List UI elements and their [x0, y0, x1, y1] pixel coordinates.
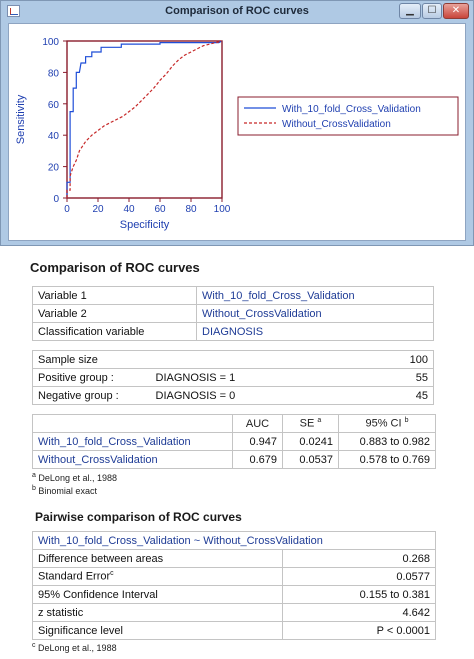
x-tick-label: 100 — [214, 204, 231, 215]
table-row: Classification variable DIAGNOSIS — [32, 322, 434, 341]
footnote-c: c DeLong et al., 1988 — [32, 642, 117, 653]
x-tick-label: 60 — [154, 204, 166, 215]
auc-row-name: With_10_fold_Cross_Validation — [32, 432, 233, 451]
sample-size-value: 100 — [364, 350, 434, 369]
classification-variable-label: Classification variable — [32, 322, 197, 341]
x-tick-label: 80 — [185, 204, 197, 215]
y-axis-label: Sensitivity — [15, 94, 27, 144]
variables-table: Variable 1 With_10_fold_Cross_Validation… — [32, 286, 434, 341]
confidence-interval-label: 95% Confidence Interval — [32, 585, 283, 604]
table-row: Significance level P < 0.0001 — [32, 621, 436, 640]
x-axis-label: Specificity — [120, 219, 170, 231]
table-row: Standard Errorc 0.0577 — [32, 567, 436, 586]
significance-level-label: Significance level — [32, 621, 283, 640]
auc-value: 0.947 — [232, 432, 283, 451]
positive-group-count: 55 — [364, 368, 434, 387]
negative-group-condition: DIAGNOSIS = 0 — [150, 386, 365, 405]
se-header: SE a — [282, 414, 339, 433]
legend-box — [237, 96, 459, 136]
minimize-button[interactable]: ▁ — [399, 3, 421, 19]
auc-value: 0.679 — [232, 450, 283, 469]
maximize-button[interactable]: ☐ — [422, 3, 442, 19]
pairwise-heading: Pairwise comparison of ROC curves — [35, 510, 242, 524]
ci-value: 0.578 to 0.769 — [338, 450, 436, 469]
variable-2-value: Without_CrossValidation — [196, 304, 434, 323]
ci-header: 95% CI b — [338, 414, 436, 433]
y-tick-label: 40 — [48, 131, 60, 142]
chart-app-icon — [7, 5, 20, 17]
table-row: With_10_fold_Cross_Validation 0.947 0.02… — [32, 432, 436, 451]
z-statistic-value: 4.642 — [282, 603, 436, 622]
difference-label: Difference between areas — [32, 549, 283, 568]
z-statistic-label: z statistic — [32, 603, 283, 622]
roc-curve-without-cv — [66, 40, 223, 198]
table-row: Sample size 100 — [31, 350, 434, 369]
table-row: z statistic 4.642 — [32, 603, 436, 622]
table-row: 95% Confidence Interval 0.155 to 0.381 — [32, 585, 436, 604]
y-tick-label: 20 — [48, 163, 60, 174]
standard-error-label: Standard Errorc — [32, 567, 283, 586]
table-row: Positive group : DIAGNOSIS = 1 55 — [32, 368, 434, 387]
sample-size-label: Sample size — [31, 350, 365, 369]
auc-table: AUC SE a 95% CI b With_10_fold_Cross_Val… — [32, 414, 436, 469]
title-bar[interactable]: Comparison of ROC curves ▁ ☐ ✕ — [1, 1, 473, 21]
negative-group-label: Negative group : — [32, 386, 151, 405]
table-row: Variable 2 Without_CrossValidation — [32, 304, 434, 323]
variable-1-value: With_10_fold_Cross_Validation — [196, 286, 434, 305]
y-tick-label: 60 — [48, 100, 60, 111]
positive-group-condition: DIAGNOSIS = 1 — [150, 368, 365, 387]
standard-error-value: 0.0577 — [282, 567, 436, 586]
ci-value: 0.883 to 0.982 — [338, 432, 436, 451]
y-tick-label: 80 — [48, 68, 60, 79]
table-header-row: AUC SE a 95% CI b — [32, 414, 436, 433]
significance-level-value: P < 0.0001 — [282, 621, 436, 640]
difference-value: 0.268 — [282, 549, 436, 568]
positive-group-label: Positive group : — [32, 368, 151, 387]
auc-header-blank — [32, 414, 233, 433]
auc-row-name: Without_CrossValidation — [32, 450, 233, 469]
legend-label: With_10_fold_Cross_Validation — [282, 104, 421, 115]
table-row: With_10_fold_Cross_Validation ~ Without_… — [32, 531, 436, 550]
sample-table: Sample size 100 Positive group : DIAGNOS… — [31, 350, 434, 405]
pairwise-title: With_10_fold_Cross_Validation ~ Without_… — [32, 531, 436, 550]
legend-label: Without_CrossValidation — [282, 119, 391, 130]
y-tick-label: 0 — [53, 194, 59, 205]
variable-1-label: Variable 1 — [32, 286, 197, 305]
table-row: Negative group : DIAGNOSIS = 0 45 — [32, 386, 434, 405]
roc-chart-window: Comparison of ROC curves ▁ ☐ ✕ 0 20 40 60 80… — [0, 0, 474, 246]
x-tick-label: 40 — [123, 204, 135, 215]
x-tick-label: 0 — [64, 204, 70, 215]
x-tick-label: 20 — [92, 204, 104, 215]
plot-panel: 0 20 40 60 80 100 0 20 40 60 80 100 Specificity Sensi… — [8, 23, 466, 241]
close-button[interactable]: ✕ — [443, 3, 469, 19]
variable-2-label: Variable 2 — [32, 304, 197, 323]
table-row: Variable 1 With_10_fold_Cross_Validation — [32, 286, 434, 305]
roc-chart: 0 20 40 60 80 100 0 20 40 60 80 100 Specificity Sensi… — [15, 37, 459, 231]
table-row: Without_CrossValidation 0.679 0.0537 0.5… — [32, 450, 436, 469]
se-value: 0.0241 — [282, 432, 339, 451]
auc-header: AUC — [232, 414, 283, 433]
negative-group-count: 45 — [364, 386, 434, 405]
se-value: 0.0537 — [282, 450, 339, 469]
y-tick-label: 100 — [42, 37, 59, 48]
report-heading: Comparison of ROC curves — [30, 260, 200, 275]
table-row: Difference between areas 0.268 — [32, 549, 436, 568]
footnote-a: a DeLong et al., 1988 — [32, 472, 117, 483]
window-title: Comparison of ROC curves — [165, 5, 309, 17]
pairwise-table: With_10_fold_Cross_Validation ~ Without_… — [32, 531, 436, 640]
classification-variable-value: DIAGNOSIS — [196, 322, 434, 341]
plot-frame — [66, 40, 223, 199]
confidence-interval-value: 0.155 to 0.381 — [282, 585, 436, 604]
footnote-b: b Binomial exact — [32, 485, 97, 496]
roc-curve-with-cv — [66, 40, 223, 198]
